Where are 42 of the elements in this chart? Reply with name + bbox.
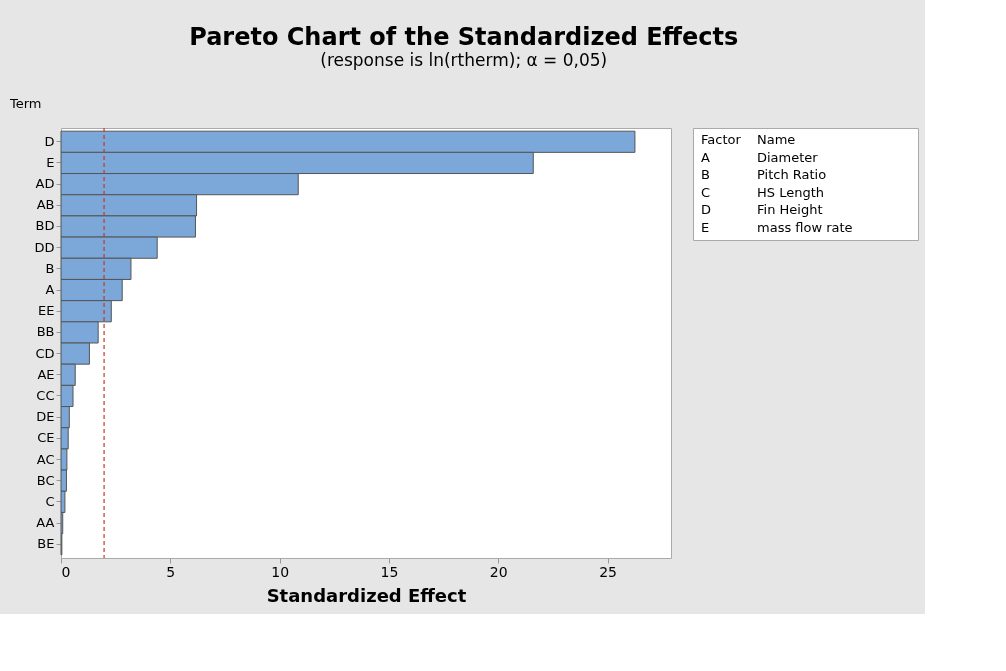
y-tick-label: AA [36, 515, 55, 531]
y-tick-label: BC [36, 472, 55, 488]
text: Pitch Ratio [757, 167, 827, 183]
text: D [701, 202, 712, 218]
chart-title: Pareto Chart of the Standardized Effects [189, 22, 739, 51]
y-tick-label: E [46, 154, 55, 170]
text: B [701, 167, 710, 183]
x-tick-label: 5 [166, 563, 176, 580]
x-axis-title: Standardized Effect [266, 584, 467, 606]
x-tick-label: 20 [489, 563, 508, 580]
y-tick-label: AB [36, 197, 55, 213]
text: E [701, 219, 710, 235]
y-tick-label: B [45, 260, 55, 276]
y-tick-label: CE [37, 430, 55, 446]
y-tick-label: C [45, 493, 55, 509]
y-tick-label: AE [37, 366, 55, 382]
text: Fin Height [757, 202, 823, 218]
text: Diameter [757, 149, 819, 165]
y-tick-label: BB [36, 324, 55, 340]
y-axis-title: Term [8, 95, 42, 111]
y-tick-label: EE [38, 303, 55, 319]
y-tick-label: CD [35, 345, 55, 361]
x-tick-label: 25 [599, 563, 618, 580]
text: Factor [701, 132, 742, 148]
x-tick-label: 10 [271, 563, 290, 580]
y-tick-label: D [44, 133, 55, 149]
y-tick-label: CC [36, 387, 55, 403]
y-tick-label: BE [37, 536, 55, 552]
x-tick-label: 15 [380, 563, 399, 580]
text: A [701, 149, 710, 165]
chart-subtitle: (response is ln(rtherm); α = 0,05) [320, 49, 608, 70]
text: HS Length [757, 184, 824, 200]
y-tick-label: AC [36, 451, 55, 467]
y-tick-label: AD [35, 176, 55, 192]
y-tick-label: BD [35, 218, 55, 234]
y-tick-label: A [45, 282, 55, 298]
text: mass flow rate [757, 219, 853, 235]
text: Name [757, 132, 796, 148]
x-tick-label: 0 [61, 563, 71, 580]
y-tick-label: DD [34, 239, 55, 255]
y-tick-label: DE [36, 409, 55, 425]
text: C [701, 184, 711, 200]
